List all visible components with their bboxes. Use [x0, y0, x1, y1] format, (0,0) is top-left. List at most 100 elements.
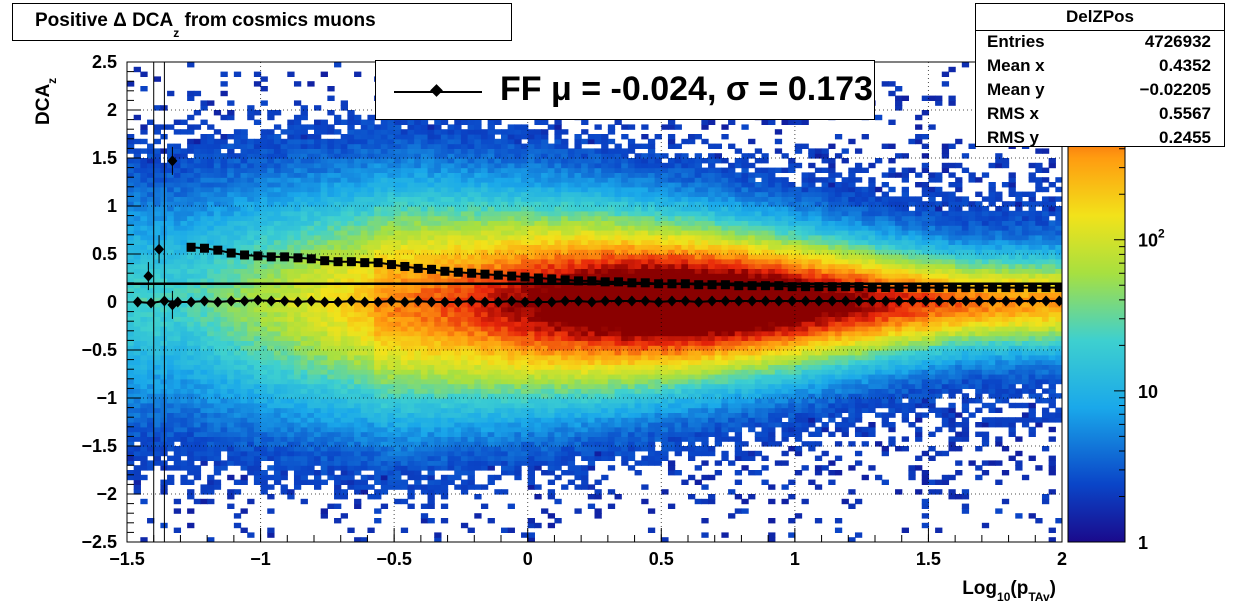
heatmap-cell — [347, 378, 355, 385]
heatmap-cell — [207, 182, 215, 188]
heatmap-cell — [347, 340, 355, 346]
heatmap-cell — [320, 407, 328, 413]
heatmap-cell — [273, 172, 282, 178]
heatmap-cell — [207, 321, 215, 327]
heatmap-cell — [487, 474, 495, 481]
heatmap-cell — [233, 249, 242, 255]
heatmap-cell — [467, 220, 475, 226]
heatmap-cell — [367, 465, 375, 471]
heatmap-cell — [434, 282, 442, 289]
heatmap-cell — [434, 426, 442, 433]
heatmap-cell — [507, 407, 515, 413]
heatmap-cell — [193, 321, 202, 327]
heatmap-cell — [534, 215, 542, 221]
heatmap-cell — [127, 422, 135, 428]
heatmap-cell — [133, 489, 141, 495]
heatmap-cell — [280, 191, 288, 197]
heatmap-cell — [447, 422, 455, 428]
heatmap-cell — [307, 402, 315, 409]
heatmap-cell — [400, 249, 409, 255]
heatmap-cell — [427, 196, 435, 202]
heatmap-cell — [487, 330, 495, 337]
heatmap-cell — [193, 249, 202, 255]
heatmap-cell — [400, 350, 409, 356]
heatmap-cell — [440, 484, 449, 490]
heatmap-cell — [227, 162, 235, 169]
heatmap-cell — [167, 143, 175, 149]
heatmap-cell — [307, 412, 315, 418]
heatmap-cell — [387, 340, 395, 346]
heatmap-cell — [267, 316, 275, 322]
heatmap-cell — [434, 489, 442, 495]
heatmap-cell — [320, 124, 328, 130]
heatmap-cell — [280, 153, 288, 159]
heatmap-cell — [494, 446, 502, 452]
heatmap-cell — [347, 182, 355, 188]
heatmap-cell — [554, 455, 562, 461]
heatmap-cell — [200, 239, 208, 245]
heatmap-cell — [447, 326, 455, 332]
heatmap-cell — [554, 129, 562, 135]
heatmap-cell — [133, 364, 141, 370]
heatmap-cell — [380, 234, 389, 241]
heatmap-cell — [460, 364, 469, 370]
heatmap-cell — [387, 441, 395, 447]
heatmap-cell — [420, 513, 429, 519]
heatmap-cell — [267, 196, 275, 202]
heatmap-cell — [480, 484, 489, 490]
heatmap-cell — [307, 234, 315, 241]
heatmap-cell — [534, 182, 542, 188]
heatmap-cell — [240, 311, 248, 317]
heatmap-cell — [253, 364, 262, 370]
heatmap-cell — [474, 201, 482, 207]
heatmap-cell — [554, 215, 562, 221]
heatmap-cell — [260, 239, 268, 245]
heatmap-cell — [287, 239, 295, 245]
heatmap-cell — [434, 378, 442, 385]
heatmap-cell — [253, 426, 262, 433]
heatmap-cell — [407, 177, 415, 183]
heatmap-cell — [407, 474, 415, 481]
heatmap-cell — [220, 321, 228, 327]
heatmap-cell — [380, 124, 389, 130]
heatmap-cell — [320, 177, 328, 183]
heatmap-cell — [434, 186, 442, 193]
heatmap-cell — [494, 153, 502, 159]
heatmap-cell — [394, 134, 402, 140]
heatmap-cell — [240, 201, 248, 207]
heatmap-cell — [507, 527, 515, 533]
heatmap-cell — [280, 378, 288, 385]
heatmap-cell — [314, 330, 322, 337]
heatmap-cell — [420, 393, 429, 399]
heatmap-cell — [273, 206, 282, 212]
heatmap-cell — [220, 292, 228, 298]
heatmap-cell — [447, 292, 455, 298]
heatmap-cell — [133, 244, 141, 250]
heatmap-cell — [220, 278, 228, 284]
heatmap-cell — [394, 186, 402, 193]
heatmap-cell — [374, 345, 382, 351]
heatmap-cell — [273, 369, 282, 375]
heatmap-cell — [140, 378, 148, 385]
heatmap-cell — [147, 398, 155, 404]
heatmap-cell — [454, 412, 462, 418]
heatmap-cell — [427, 494, 435, 500]
heatmap-cell — [167, 172, 175, 178]
heatmap-cell — [220, 196, 228, 202]
heatmap-cell — [374, 402, 382, 409]
heatmap-cell — [440, 278, 449, 284]
heatmap-cell — [414, 345, 422, 351]
heatmap-cell — [247, 306, 255, 313]
heatmap-cell — [460, 230, 469, 236]
heatmap-cell — [140, 162, 148, 169]
heatmap-cell — [273, 393, 282, 399]
heatmap-cell — [167, 316, 175, 322]
heatmap-cell — [494, 244, 502, 250]
heatmap-cell — [460, 153, 469, 159]
heatmap-cell — [133, 450, 141, 457]
heatmap-cell — [180, 465, 188, 471]
heatmap-cell — [541, 196, 549, 202]
heatmap-cell — [220, 383, 228, 389]
heatmap-cell — [514, 263, 522, 269]
heatmap-cell — [287, 148, 295, 154]
